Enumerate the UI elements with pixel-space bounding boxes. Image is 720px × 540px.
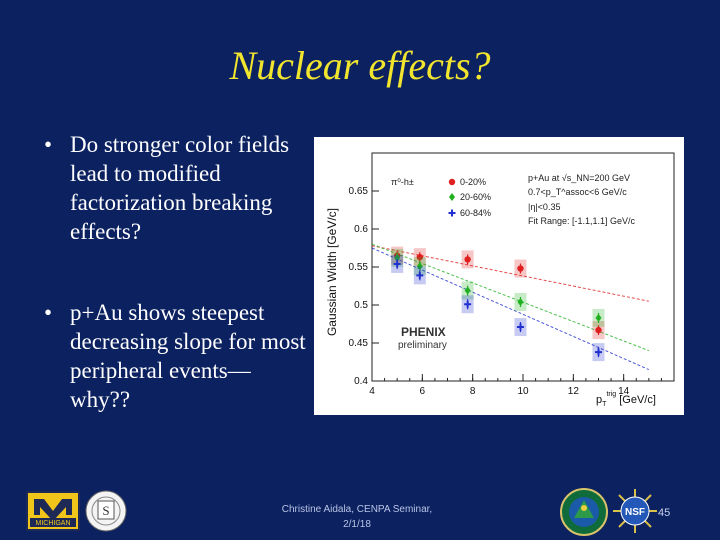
data-point bbox=[517, 265, 524, 272]
legend-marker-mid bbox=[449, 193, 455, 201]
x-tick-label: 8 bbox=[470, 386, 476, 397]
legend-marker-central bbox=[448, 178, 456, 186]
fit-line bbox=[371, 245, 649, 302]
x-tick-label: 4 bbox=[369, 386, 375, 397]
bullet-dot-icon: • bbox=[44, 132, 53, 157]
fit-line bbox=[371, 243, 650, 352]
x-tick-label: 14 bbox=[618, 386, 630, 397]
page-number: 45 bbox=[658, 507, 671, 519]
bullet-item: • Do stronger color fields lead to modif… bbox=[44, 130, 306, 246]
data-point bbox=[464, 256, 471, 263]
seal-logo: S bbox=[85, 490, 127, 532]
chart-svg: Gaussian Width [GeV/c] pTtrig [GeV/c] π⁰… bbox=[325, 152, 675, 408]
condition-line-4: Fit Range: [-1.1,1.1] GeV/c bbox=[528, 216, 636, 226]
data-point bbox=[464, 286, 471, 295]
data-point bbox=[394, 253, 401, 262]
phenix-preliminary: preliminary bbox=[398, 340, 447, 351]
x-tick-label: 6 bbox=[420, 386, 426, 397]
y-tick-label: 0.45 bbox=[349, 338, 369, 349]
data-point bbox=[595, 348, 602, 356]
y-tick-label: 0.4 bbox=[354, 376, 368, 387]
legend-label-mid: 20-60% bbox=[460, 192, 491, 202]
condition-line-1: p+Au at √s_NN=200 GeV bbox=[528, 173, 630, 183]
legend-marker-peripheral bbox=[448, 209, 456, 217]
bullet-list: • Do stronger color fields lead to modif… bbox=[44, 130, 306, 466]
condition-line-2: 0.7<p_T^assoc<6 GeV/c bbox=[528, 187, 627, 197]
bullet-text: p+Au shows steepest decreasing slope for… bbox=[70, 300, 306, 412]
y-tick-label: 0.6 bbox=[354, 224, 368, 235]
process-label: π⁰-h± bbox=[391, 177, 414, 187]
seal-logo-letter: S bbox=[102, 503, 109, 518]
data-point bbox=[595, 313, 602, 322]
footer-line-2: 2/1/18 bbox=[343, 519, 371, 530]
footer-citation: Christine Aidala, CENPA Seminar, 2/1/18 bbox=[268, 502, 446, 532]
bullet-text: Do stronger color fields lead to modifie… bbox=[70, 132, 290, 244]
chart-panel: Gaussian Width [GeV/c] pTtrig [GeV/c] π⁰… bbox=[314, 137, 684, 415]
data-point bbox=[517, 297, 524, 306]
condition-line-3: |η|<0.35 bbox=[528, 202, 560, 212]
phenix-watermark: PHENIX bbox=[401, 325, 446, 339]
doe-logo bbox=[560, 488, 608, 536]
bullet-item: • p+Au shows steepest decreasing slope f… bbox=[44, 298, 306, 414]
y-tick-label: 0.65 bbox=[349, 186, 369, 197]
data-point bbox=[464, 300, 472, 308]
y-tick-label: 0.5 bbox=[354, 300, 368, 311]
data-point bbox=[393, 260, 401, 268]
y-tick-label: 0.55 bbox=[349, 262, 369, 273]
nsf-logo: NSF bbox=[613, 489, 657, 533]
data-point bbox=[416, 271, 424, 279]
y-axis-label: Gaussian Width [GeV/c] bbox=[325, 208, 339, 336]
michigan-logo: MICHIGAN bbox=[26, 491, 80, 531]
data-point bbox=[416, 262, 423, 271]
legend-label-peripheral: 60-84% bbox=[460, 208, 491, 218]
data-point bbox=[516, 323, 524, 331]
slide-title: Nuclear effects? bbox=[229, 43, 491, 88]
x-axis-label: pTtrig [GeV/c] bbox=[596, 391, 656, 408]
x-tick-label: 12 bbox=[568, 386, 580, 397]
footer-line-1: Christine Aidala, CENPA Seminar, bbox=[281, 504, 433, 515]
x-tick-label: 10 bbox=[517, 386, 529, 397]
michigan-logo-text: MICHIGAN bbox=[36, 520, 71, 527]
legend-label-central: 0-20% bbox=[460, 177, 486, 187]
fit-line bbox=[371, 247, 650, 371]
data-point bbox=[416, 253, 424, 261]
bullet-dot-icon: • bbox=[44, 300, 53, 325]
nsf-logo-text: NSF bbox=[625, 507, 645, 518]
data-point bbox=[595, 326, 602, 334]
